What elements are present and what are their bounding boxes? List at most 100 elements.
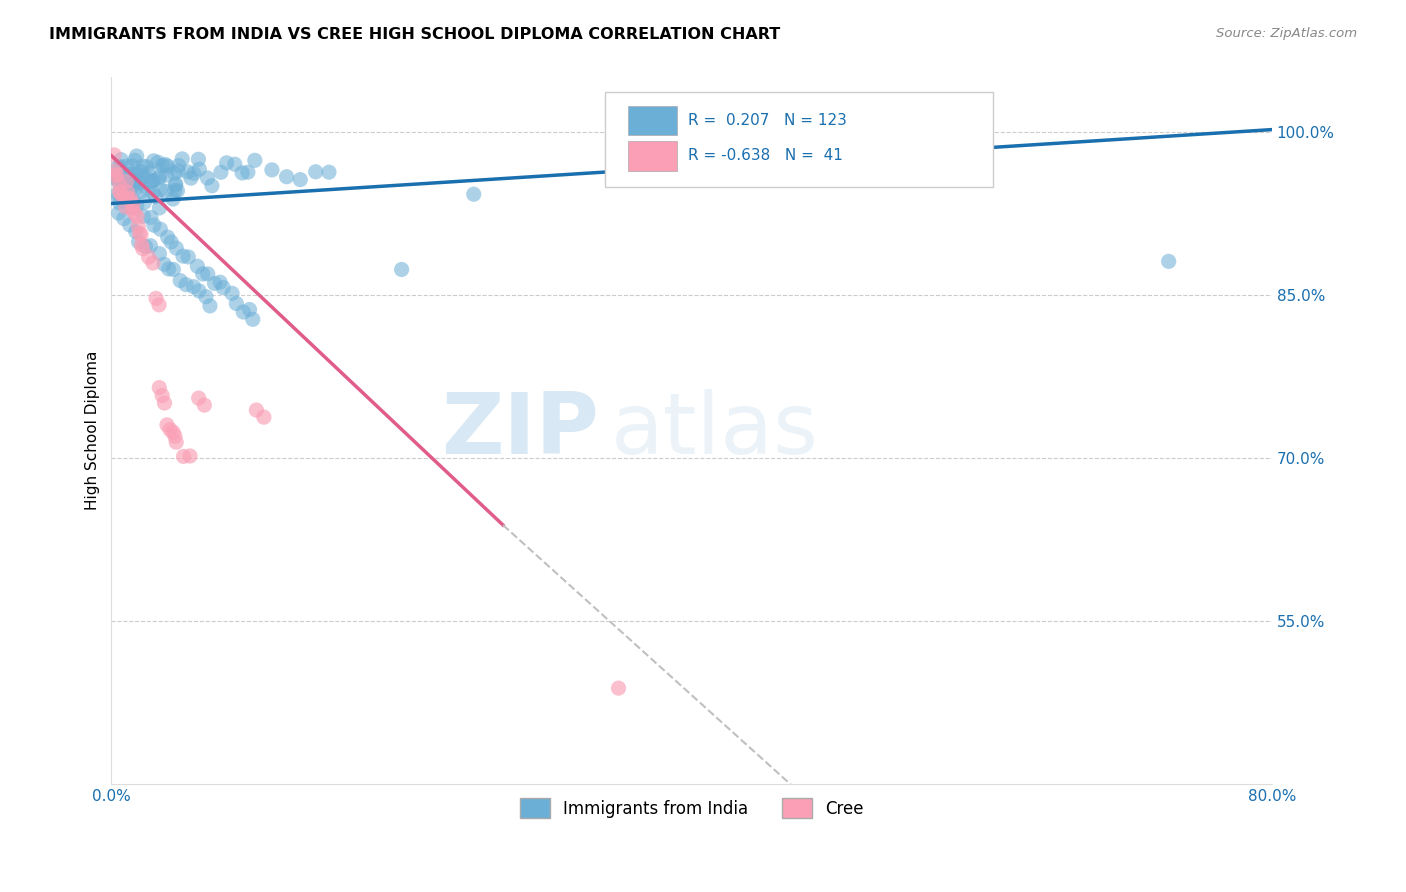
Point [197, 267, 219, 281]
Point [128, 235, 150, 249]
Point [110, 153, 132, 167]
Point [142, 153, 165, 168]
Point [139, 174, 162, 188]
Point [172, 152, 194, 166]
Point [108, 185, 131, 199]
Point [120, 192, 142, 206]
Point [121, 193, 143, 207]
Point [238, 302, 260, 317]
Point [232, 305, 254, 319]
Point [127, 219, 149, 234]
Point [243, 153, 266, 168]
Point [204, 277, 226, 291]
Point [188, 162, 211, 177]
Point [153, 396, 176, 410]
Point [104, 163, 127, 178]
Point [155, 184, 177, 198]
Point [117, 191, 139, 205]
Point [104, 169, 127, 183]
Point [201, 178, 224, 193]
Point [135, 181, 157, 195]
Point [149, 222, 172, 236]
Point [242, 312, 264, 326]
Point [121, 202, 143, 216]
Point [194, 290, 217, 304]
Point [160, 235, 183, 249]
Point [153, 257, 176, 271]
Point [174, 277, 197, 292]
Point [115, 175, 138, 189]
Point [162, 425, 184, 440]
Point [112, 180, 135, 194]
Point [148, 246, 170, 260]
Point [103, 148, 125, 162]
Point [187, 153, 209, 167]
Point [124, 182, 146, 196]
Point [163, 429, 186, 443]
Point [180, 171, 202, 186]
Point [129, 176, 152, 190]
Text: ZIP: ZIP [441, 389, 599, 472]
Point [112, 190, 135, 204]
Point [166, 184, 188, 198]
Point [105, 168, 128, 182]
Point [150, 388, 173, 402]
Point [188, 284, 211, 298]
Point [107, 191, 129, 205]
Point [290, 172, 312, 186]
Point [167, 159, 190, 173]
Text: R = -0.638   N =  41: R = -0.638 N = 41 [688, 148, 844, 163]
Point [117, 185, 139, 199]
Point [112, 194, 135, 209]
Point [209, 165, 232, 179]
Point [107, 169, 129, 184]
Point [276, 169, 298, 184]
Point [115, 170, 138, 185]
Point [138, 250, 160, 264]
Legend: Immigrants from India, Cree: Immigrants from India, Cree [513, 791, 870, 825]
Point [132, 159, 155, 173]
Point [165, 177, 187, 191]
Point [135, 160, 157, 174]
Point [463, 187, 485, 202]
Text: R =  0.207   N = 123: R = 0.207 N = 123 [688, 113, 846, 128]
Point [108, 196, 131, 211]
Point [179, 449, 201, 463]
Point [107, 186, 129, 201]
Point [107, 206, 129, 220]
Point [391, 262, 413, 277]
Point [1157, 254, 1180, 268]
Point [132, 170, 155, 185]
Point [142, 185, 165, 199]
Point [176, 165, 198, 179]
Point [148, 381, 170, 395]
Point [138, 166, 160, 180]
Point [134, 195, 156, 210]
Point [122, 167, 145, 181]
Point [191, 267, 214, 281]
Point [197, 171, 219, 186]
Point [253, 410, 276, 425]
Point [117, 168, 139, 182]
Point [167, 164, 190, 178]
Point [318, 165, 340, 179]
Point [163, 166, 186, 180]
Point [153, 157, 176, 171]
Point [103, 170, 125, 185]
Point [115, 179, 138, 194]
Point [125, 199, 148, 213]
Text: Source: ZipAtlas.com: Source: ZipAtlas.com [1216, 27, 1357, 40]
Point [148, 171, 170, 186]
Point [209, 275, 232, 289]
Point [108, 176, 131, 190]
Point [115, 178, 138, 192]
Point [124, 153, 146, 168]
Point [110, 186, 132, 201]
FancyBboxPatch shape [628, 105, 676, 136]
Point [128, 227, 150, 241]
Text: atlas: atlas [610, 389, 818, 472]
Point [122, 197, 145, 211]
Y-axis label: High School Diploma: High School Diploma [86, 351, 100, 510]
Point [139, 211, 162, 225]
Point [650, 164, 672, 178]
